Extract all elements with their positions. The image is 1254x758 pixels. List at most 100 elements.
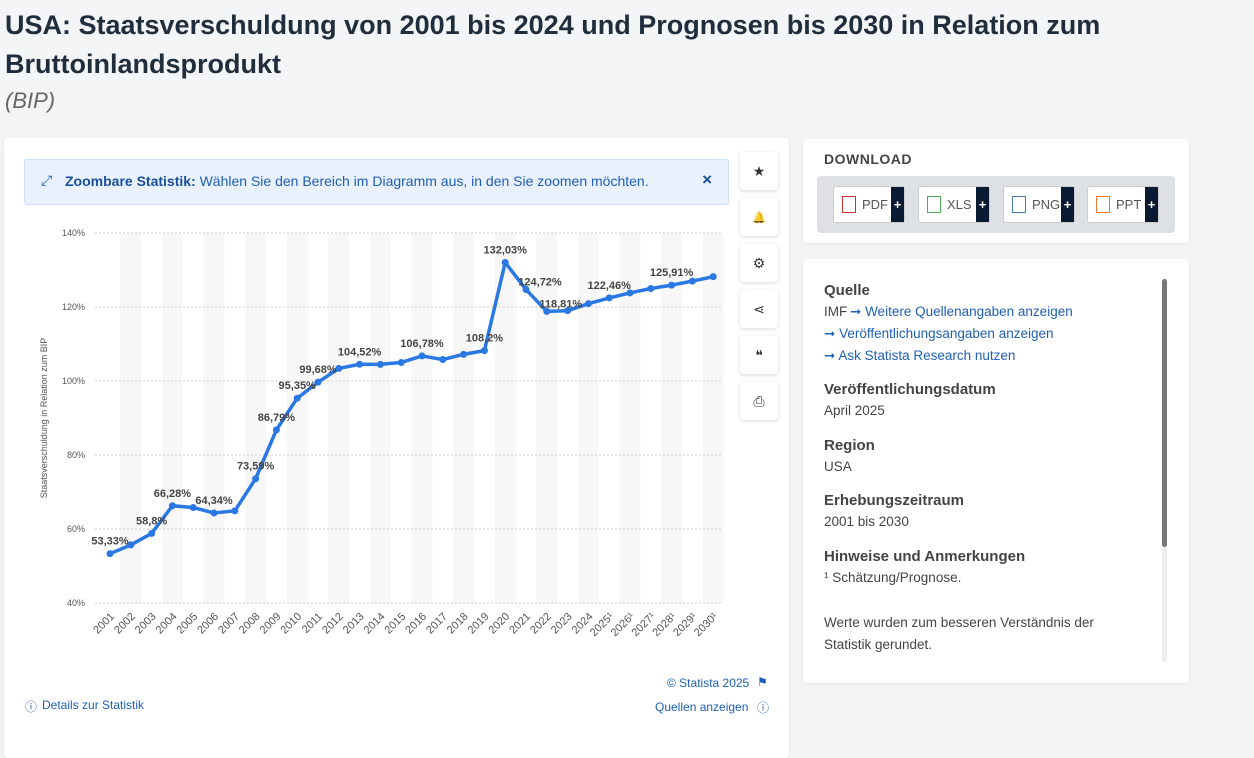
column-band: [702, 233, 724, 603]
region-value: USA: [824, 459, 852, 474]
settings-button[interactable]: ⚙: [740, 244, 778, 282]
data-point: [460, 350, 468, 358]
x-tick-label: 2020: [487, 611, 513, 637]
data-label: 95,35%: [279, 380, 317, 392]
data-label: 73,59%: [237, 461, 275, 473]
data-point: [543, 307, 551, 315]
data-point: [501, 258, 509, 266]
xls-icon: [927, 196, 941, 213]
print-icon: ⎙: [753, 392, 765, 409]
column-band: [203, 233, 225, 603]
y-tick-label: 140%: [62, 228, 85, 238]
column-band: [370, 233, 391, 603]
column-band: [245, 233, 266, 603]
bell-icon: 🔔: [752, 211, 766, 224]
data-point: [127, 541, 135, 549]
x-tick-label: 2007: [216, 611, 242, 637]
data-label: 106,78%: [400, 338, 444, 350]
x-tick-label: 2021: [507, 611, 533, 637]
data-point: [564, 307, 572, 315]
x-tick-label: 2022: [528, 611, 554, 637]
publication-info-link[interactable]: ➞ Veröffentlichungsangaben anzeigen: [824, 326, 1054, 341]
data-point: [168, 502, 176, 510]
date-heading: Veröffentlichungsdatum: [824, 381, 996, 398]
download-pdf-button[interactable]: PDF +: [833, 186, 905, 223]
x-tick-label: 2013: [341, 611, 367, 637]
data-point: [231, 507, 239, 515]
column-band: [411, 233, 433, 603]
notes-heading: Hinweise und Anmerkungen: [824, 548, 1026, 565]
notification-button[interactable]: 🔔: [740, 198, 778, 236]
download-label: PPT: [1116, 197, 1142, 212]
x-tick-label: 2016: [403, 611, 429, 637]
data-label: 66,28%: [154, 488, 192, 500]
data-point: [688, 277, 696, 285]
column-band: [328, 233, 350, 603]
close-icon[interactable]: ×: [702, 170, 712, 189]
data-label: 58,8%: [136, 515, 167, 527]
column-band: [578, 233, 599, 603]
copyright-link[interactable]: © Statista 2025: [667, 676, 750, 690]
cite-button[interactable]: ❝: [740, 336, 778, 374]
share-button[interactable]: ⋖: [740, 290, 778, 328]
details-link[interactable]: Details zur Statistik: [42, 698, 145, 712]
period-heading: Erhebungszeitraum: [824, 492, 965, 509]
data-label: 104,52%: [338, 346, 382, 358]
data-point: [480, 347, 488, 355]
notes-value: ¹ Schätzung/Prognose.: [824, 570, 962, 585]
data-point: [272, 426, 280, 434]
column-band: [453, 233, 474, 603]
x-tick-label: 2030¹: [692, 610, 721, 639]
x-tick-label: 2018: [445, 611, 471, 637]
x-tick-label: 2011: [300, 611, 325, 636]
download-png-button[interactable]: PNG +: [1003, 186, 1075, 223]
data-point: [584, 300, 592, 308]
download-title: DOWNLOAD: [824, 151, 912, 167]
link-text: Weitere Quellenangaben anzeigen: [865, 304, 1073, 319]
sources-link[interactable]: Quellen anzeigen: [655, 700, 749, 714]
x-tick-label: 2010: [279, 611, 305, 637]
data-point: [647, 285, 655, 292]
data-point: [626, 289, 634, 297]
data-point: [668, 281, 676, 289]
gear-icon: ⚙: [752, 254, 766, 271]
y-tick-label: 120%: [62, 302, 85, 312]
data-point: [605, 294, 613, 302]
download-xls-button[interactable]: XLS +: [918, 186, 990, 223]
column-band: [661, 233, 682, 603]
star-icon: ★: [752, 162, 766, 179]
column-band: [619, 233, 641, 603]
print-button[interactable]: ⎙: [740, 382, 778, 420]
flag-icon[interactable]: ⚑: [757, 675, 768, 689]
data-label: 118,81%: [539, 298, 582, 310]
info-icon: ⓘ: [757, 701, 770, 715]
download-ppt-button[interactable]: PPT +: [1087, 186, 1159, 223]
info-scrollbar[interactable]: [1162, 279, 1167, 662]
plus-icon: +: [1145, 187, 1158, 222]
banner-bold: Zoombare Statistik:: [65, 173, 196, 189]
favorite-button[interactable]: ★: [740, 152, 778, 190]
period-value: 2001 bis 2030: [824, 514, 909, 529]
ask-research-link[interactable]: ➞ Ask Statista Research nutzen: [824, 348, 1016, 363]
column-band: [494, 233, 516, 603]
plus-icon: +: [891, 187, 904, 222]
plus-icon: +: [1061, 187, 1074, 222]
chart: 40% 60% 80% 100% 120% 140% Staatsverschuldung …: [39, 228, 724, 639]
x-tick-label: 2009: [258, 611, 284, 637]
data-point: [709, 273, 717, 281]
y-tick-label: 100%: [62, 376, 85, 386]
download-label: PNG: [1032, 197, 1061, 212]
link-text: Ask Statista Research nutzen: [838, 348, 1016, 363]
x-tick-label: 2004: [154, 611, 180, 637]
ppt-icon: [1096, 196, 1110, 213]
more-sources-link[interactable]: ➞ Weitere Quellenangaben anzeigen: [850, 304, 1073, 319]
data-point: [376, 360, 384, 368]
x-tick-label: 2005: [175, 611, 201, 637]
y-tick-label: 40%: [67, 598, 85, 608]
data-label: 124,72%: [518, 277, 562, 289]
data-label: 99,68%: [299, 364, 337, 376]
x-tick-label: 2015: [383, 611, 409, 637]
png-icon: [1012, 196, 1026, 213]
column-band: [286, 233, 308, 603]
plus-icon: +: [976, 187, 989, 222]
